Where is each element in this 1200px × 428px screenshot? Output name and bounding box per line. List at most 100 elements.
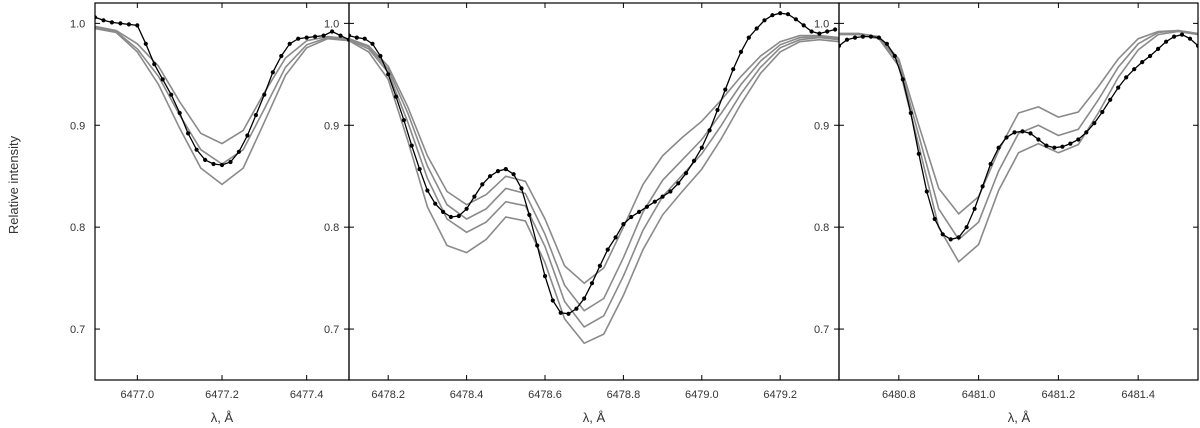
middle-observed-point	[393, 94, 399, 99]
right-observed-point	[1020, 129, 1025, 134]
middle-observed-point	[762, 18, 767, 23]
middle-observed-point	[354, 35, 359, 40]
x-axis-title-middle: λ, Å	[583, 410, 606, 425]
middle-plot-area	[349, 11, 839, 345]
left-observed-point	[118, 21, 123, 26]
right-observed-point	[1084, 130, 1089, 135]
left-observed-point	[330, 29, 335, 34]
left-observed-point	[152, 62, 157, 67]
right-observed-point	[1076, 137, 1081, 142]
left-observed-point	[211, 161, 216, 167]
right-x-tick-label: 6480.8	[882, 389, 916, 401]
left-observed-point	[262, 92, 267, 97]
right-observed-point	[1068, 141, 1073, 146]
right-synthetic-profile-3	[839, 30, 1198, 264]
middle-observed-point	[362, 36, 367, 41]
right-observed-point	[1092, 121, 1097, 126]
right-x-tick-label: 6481.0	[962, 389, 996, 401]
middle-observed-point	[456, 213, 461, 219]
left-y-tick-label: 0.9	[70, 120, 85, 132]
right-observed-point	[1179, 32, 1185, 37]
left-observed-point	[287, 41, 292, 46]
middle-observed-point	[401, 118, 406, 123]
left-synthetic-profile-3	[95, 27, 349, 186]
right-observed-point	[1116, 85, 1121, 90]
middle-observed-point	[754, 26, 759, 31]
right-observed-point	[988, 161, 993, 167]
right-observed-point	[972, 206, 977, 211]
left-observed-point	[245, 133, 250, 138]
left-plot-area	[95, 15, 349, 186]
right-observed-point	[1148, 53, 1153, 59]
middle-x-tick-label: 6478.8	[607, 389, 641, 401]
middle-observed-point	[676, 181, 681, 186]
left-observed-point	[177, 110, 182, 116]
right-observed-point	[1012, 130, 1017, 135]
middle-observed-point	[441, 209, 446, 214]
right-y-tick-label: 0.8	[814, 222, 829, 234]
left-observed-point	[296, 36, 301, 41]
middle-observed-point	[511, 172, 516, 177]
middle-observed-point	[652, 199, 657, 204]
middle-observed-point	[589, 281, 595, 286]
right-y-tick-label: 0.7	[814, 324, 829, 336]
right-observed-point	[1100, 109, 1105, 115]
middle-observed-point	[613, 235, 618, 240]
middle-observed-point	[621, 222, 626, 227]
middle-observed-point	[605, 247, 610, 252]
middle-observed-point	[825, 29, 830, 34]
right-observed-point	[1052, 145, 1057, 150]
middle-x-tick-label: 6479.2	[763, 389, 797, 401]
left-panel-frame	[94, 2, 350, 381]
middle-observed-point	[699, 145, 704, 150]
middle-observed-point	[527, 212, 532, 217]
right-y-tick-label: 1.0	[814, 18, 829, 30]
left-observed-point	[236, 149, 241, 154]
right-observed-point	[948, 237, 953, 242]
middle-x-tick-label: 6478.2	[371, 389, 405, 401]
middle-observed-point	[793, 17, 799, 22]
middle-observed-point	[558, 310, 563, 315]
middle-observed-point	[464, 206, 469, 211]
middle-observed-point	[409, 143, 414, 148]
right-observed-profile	[839, 33, 1198, 241]
right-observed-point	[1140, 60, 1145, 65]
middle-observed-point	[519, 186, 524, 191]
middle-observed-point	[433, 201, 438, 206]
middle-observed-point	[417, 167, 422, 172]
left-observed-point	[304, 35, 309, 40]
middle-observed-point	[731, 67, 736, 72]
right-observed-point	[1124, 75, 1129, 80]
left-observed-point	[270, 70, 275, 75]
y-axis-title: Relative intensity	[6, 135, 21, 234]
middle-observed-point	[738, 49, 744, 55]
right-observed-point	[900, 77, 905, 82]
left-observed-point	[253, 113, 258, 118]
left-observed-point	[313, 34, 318, 39]
middle-observed-point	[472, 194, 477, 199]
right-observed-point	[932, 216, 937, 222]
left-y-tick-label: 1.0	[70, 18, 85, 30]
middle-synthetic-profile-4	[349, 38, 839, 345]
right-synthetic-profile-1	[839, 29, 1198, 216]
left-y-tick-label: 0.7	[70, 324, 85, 336]
right-observed-point	[1132, 67, 1137, 72]
middle-observed-point	[691, 158, 697, 163]
right-observed-point	[980, 184, 985, 189]
right-observed-point	[1044, 143, 1049, 148]
middle-observed-point	[770, 13, 775, 18]
left-observed-point	[160, 77, 165, 82]
x-axis-title-right: λ, Å	[1008, 410, 1031, 425]
middle-observed-point	[723, 87, 728, 92]
middle-observed-point	[668, 189, 673, 194]
middle-observed-point	[746, 35, 751, 40]
middle-observed-point	[550, 298, 555, 303]
middle-y-tick-label: 0.8	[324, 222, 339, 234]
right-observed-point	[1172, 34, 1177, 39]
right-observed-point	[844, 37, 850, 42]
middle-x-tick-label: 6479.0	[685, 389, 719, 401]
middle-observed-point	[801, 23, 806, 28]
right-observed-point	[924, 189, 929, 194]
left-observed-point	[109, 20, 114, 25]
